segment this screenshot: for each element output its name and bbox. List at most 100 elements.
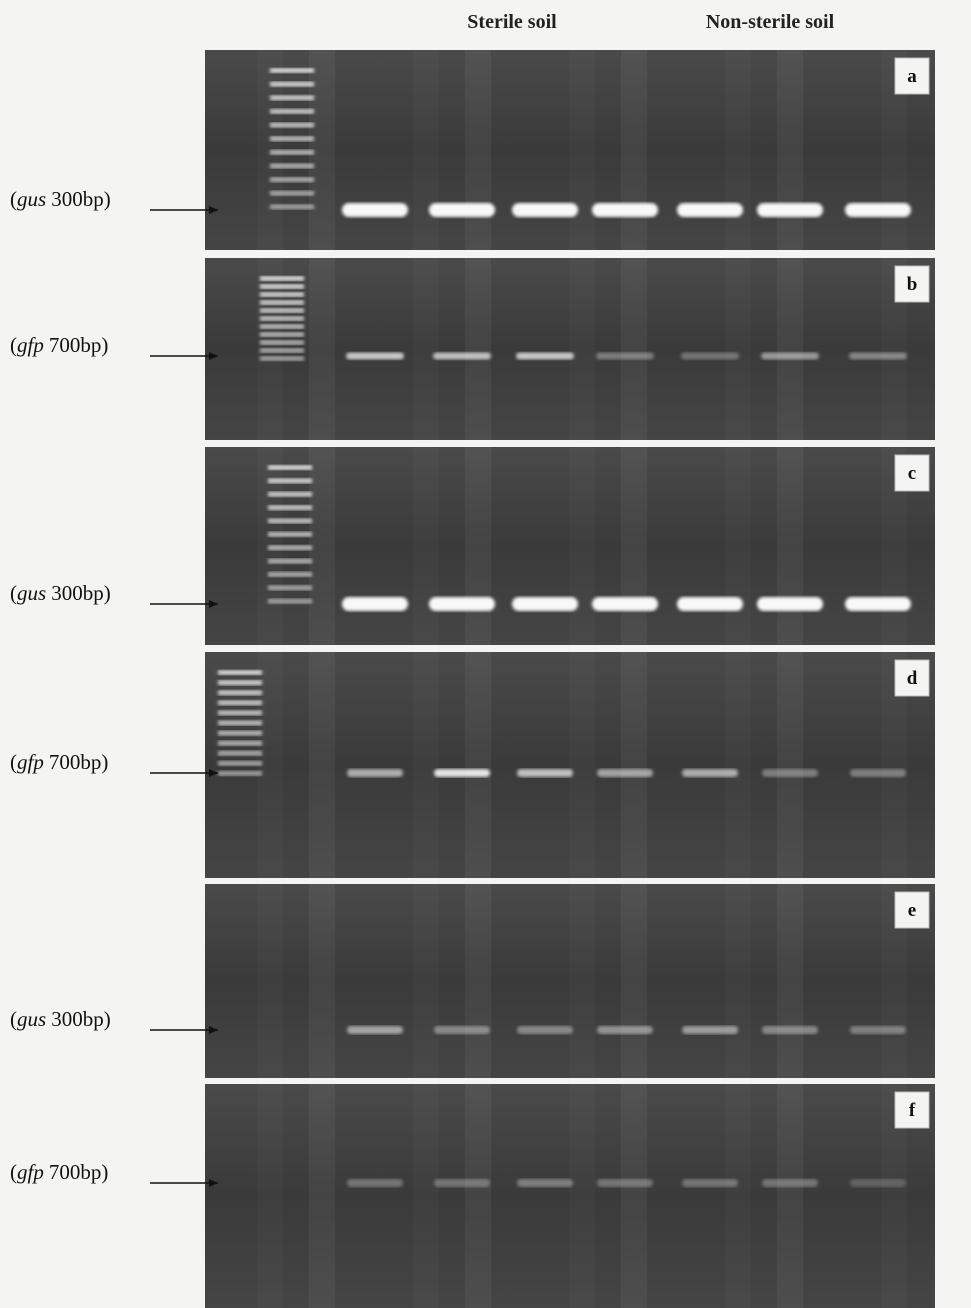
dna-band bbox=[682, 769, 738, 777]
ladder-band bbox=[260, 348, 304, 353]
dna-band bbox=[342, 597, 408, 611]
band-label-part: gus bbox=[17, 581, 46, 605]
dna-band bbox=[516, 353, 574, 360]
dna-band bbox=[757, 597, 823, 611]
dna-band bbox=[850, 1026, 906, 1034]
panel-letter: b bbox=[907, 274, 918, 295]
dna-band bbox=[757, 203, 823, 217]
dna-band bbox=[596, 353, 654, 360]
gel-texture bbox=[725, 258, 751, 440]
band-label-part: gus bbox=[17, 1007, 46, 1031]
gel-texture bbox=[413, 258, 439, 440]
dna-band bbox=[434, 769, 490, 777]
ladder-band bbox=[260, 276, 304, 281]
dna-band bbox=[849, 353, 907, 360]
gel-texture bbox=[777, 884, 803, 1078]
gel-texture bbox=[465, 652, 491, 878]
ladder-band bbox=[218, 720, 262, 725]
ladder-band bbox=[218, 731, 262, 736]
ladder-band bbox=[268, 505, 312, 510]
dna-band bbox=[850, 769, 906, 777]
gel-texture bbox=[257, 1084, 283, 1308]
ladder-band bbox=[218, 690, 262, 695]
band-label: (gfp700bp) bbox=[10, 750, 108, 774]
gel-texture bbox=[309, 652, 335, 878]
dna-band bbox=[850, 1179, 906, 1187]
dna-band bbox=[592, 597, 658, 611]
gel-texture bbox=[309, 1084, 335, 1308]
ladder-band bbox=[260, 308, 304, 313]
gel-texture bbox=[413, 652, 439, 878]
ladder-band bbox=[268, 532, 312, 537]
ladder-band bbox=[270, 136, 314, 141]
ladder-band bbox=[270, 163, 314, 168]
gel-texture bbox=[413, 1084, 439, 1308]
ladder-band bbox=[268, 465, 312, 470]
dna-band bbox=[845, 203, 911, 217]
dna-band bbox=[347, 1026, 403, 1034]
gel-texture bbox=[725, 1084, 751, 1308]
ladder-band bbox=[270, 191, 314, 196]
gel-texture bbox=[309, 884, 335, 1078]
gel-texture bbox=[777, 447, 803, 645]
ladder-band bbox=[268, 518, 312, 523]
gel-texture bbox=[569, 258, 595, 440]
dna-band bbox=[762, 1026, 818, 1034]
dna-band bbox=[597, 769, 653, 777]
ladder-band bbox=[270, 68, 314, 73]
ladder-band bbox=[268, 559, 312, 564]
ladder-band bbox=[260, 356, 304, 361]
dna-band bbox=[429, 597, 495, 611]
gel-texture bbox=[309, 258, 335, 440]
ladder-band bbox=[218, 771, 262, 776]
group-heading: Non-sterile soil bbox=[706, 11, 835, 33]
dna-band bbox=[677, 597, 743, 611]
gel-texture bbox=[413, 447, 439, 645]
gel-texture bbox=[621, 258, 647, 440]
gel-texture bbox=[621, 884, 647, 1078]
dna-band bbox=[845, 597, 911, 611]
ladder-band bbox=[218, 761, 262, 766]
ladder-band bbox=[260, 300, 304, 305]
gel-texture bbox=[725, 884, 751, 1078]
dna-band bbox=[517, 1026, 573, 1034]
panel-letter: e bbox=[908, 900, 916, 921]
dna-band bbox=[682, 1026, 738, 1034]
dna-band bbox=[512, 203, 578, 217]
gel-texture bbox=[777, 258, 803, 440]
band-label-part: ( bbox=[10, 187, 17, 211]
ladder-band bbox=[260, 324, 304, 329]
gel-texture bbox=[465, 1084, 491, 1308]
gel-texture bbox=[465, 50, 491, 250]
band-label-part: ( bbox=[10, 1160, 17, 1184]
panel-letter: f bbox=[909, 1100, 916, 1121]
gel-texture bbox=[621, 1084, 647, 1308]
gel-texture bbox=[725, 652, 751, 878]
ladder-band bbox=[218, 680, 262, 685]
band-label-part: gus bbox=[17, 187, 46, 211]
band-label-part: 700bp) bbox=[49, 333, 109, 357]
dna-band bbox=[597, 1026, 653, 1034]
gel-texture bbox=[569, 447, 595, 645]
ladder-band bbox=[270, 150, 314, 155]
band-label: (gfp700bp) bbox=[10, 333, 108, 357]
band-label-part: gfp bbox=[17, 1160, 44, 1184]
band-label-part: 700bp) bbox=[49, 1160, 109, 1184]
dna-band bbox=[597, 1179, 653, 1187]
ladder-band bbox=[260, 340, 304, 345]
gel-panel: f (gfp700bp) bbox=[10, 1084, 935, 1308]
gel-panel: d(gfp700bp) bbox=[10, 652, 935, 878]
dna-band bbox=[681, 353, 739, 360]
dna-band bbox=[512, 597, 578, 611]
gel-texture bbox=[569, 50, 595, 250]
gel-texture bbox=[725, 447, 751, 645]
dna-band bbox=[517, 769, 573, 777]
gel-texture bbox=[569, 652, 595, 878]
dna-band bbox=[677, 203, 743, 217]
gel-texture bbox=[309, 447, 335, 645]
